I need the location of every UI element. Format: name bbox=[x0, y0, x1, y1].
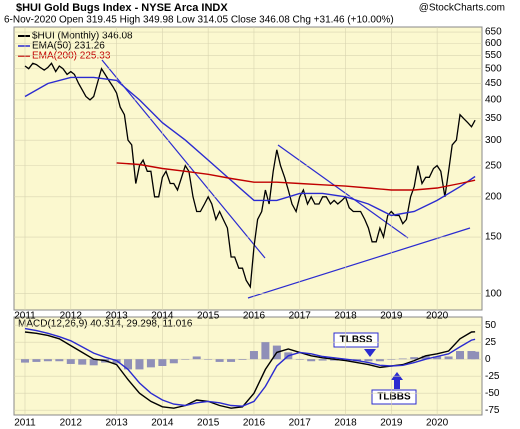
x-tick-label: 2018 bbox=[334, 418, 357, 429]
x-tick-label: 2020 bbox=[426, 311, 449, 322]
histogram-bar bbox=[227, 359, 236, 362]
y-tick-label: 150 bbox=[485, 232, 502, 243]
histogram-bar bbox=[204, 359, 213, 360]
x-tick-label: 2011 bbox=[14, 418, 36, 429]
arrow bbox=[364, 349, 376, 357]
y-tick-label: 50 bbox=[485, 320, 497, 331]
y-tick-label: 400 bbox=[485, 95, 502, 106]
histogram-bar bbox=[89, 359, 98, 366]
legend-entry: EMA(200) 225.33 bbox=[32, 51, 111, 62]
annotation: TLBSS bbox=[340, 335, 373, 346]
trend-line bbox=[101, 59, 266, 259]
histogram-bar bbox=[398, 358, 407, 360]
histogram-bar bbox=[471, 351, 480, 360]
histogram-bar bbox=[158, 359, 167, 366]
histogram-bar bbox=[169, 359, 178, 364]
macd-legend: MACD(12,26,9) 40.314, 29.298, 11.016 bbox=[18, 319, 193, 330]
watermark: @StockCharts.com bbox=[419, 3, 505, 14]
y-tick-label: 650 bbox=[485, 27, 502, 38]
histogram-bar bbox=[238, 359, 247, 360]
y-tick-label: 450 bbox=[485, 78, 502, 89]
histogram-bar bbox=[32, 359, 41, 362]
histogram-bar bbox=[146, 359, 155, 368]
y-tick-label: 0 bbox=[485, 354, 491, 365]
histogram-bar bbox=[261, 342, 270, 360]
annotation-box bbox=[333, 332, 379, 348]
histogram-bar bbox=[135, 359, 144, 370]
x-tick-label: 2018 bbox=[334, 311, 357, 322]
histogram-bar bbox=[215, 359, 224, 362]
x-tick-label: 2013 bbox=[105, 418, 128, 429]
price-panel bbox=[13, 26, 483, 311]
x-tick-label: 2019 bbox=[380, 311, 403, 322]
series-line bbox=[24, 62, 476, 289]
histogram-bar bbox=[410, 357, 419, 360]
x-tick-label: 2013 bbox=[105, 311, 128, 322]
histogram-bar bbox=[318, 359, 327, 361]
series-line bbox=[24, 76, 476, 217]
x-tick-label: 2014 bbox=[151, 311, 174, 322]
header-quote: 6-Nov-2020 Open 319.45 High 349.98 Low 3… bbox=[4, 15, 394, 26]
histogram-bar bbox=[375, 359, 384, 362]
x-tick-label: 2016 bbox=[243, 418, 266, 429]
histogram-bar bbox=[78, 359, 87, 365]
y-tick-label: 200 bbox=[485, 191, 502, 202]
histogram-bar bbox=[421, 355, 430, 360]
y-tick-label: 350 bbox=[485, 113, 502, 124]
histogram-bar bbox=[249, 351, 258, 360]
histogram-bar bbox=[192, 356, 201, 360]
histogram-bar bbox=[387, 359, 396, 360]
legend-entry: EMA(50) 231.26 bbox=[32, 41, 105, 52]
histogram-bar bbox=[364, 359, 373, 362]
trend-line bbox=[247, 227, 471, 299]
histogram-bar bbox=[55, 359, 64, 362]
histogram-bar bbox=[181, 359, 190, 360]
histogram-bar bbox=[295, 359, 304, 360]
arrow bbox=[394, 380, 400, 389]
y-tick-label: 600 bbox=[485, 38, 502, 49]
x-tick-label: 2011 bbox=[14, 311, 36, 322]
chart-title: $HUI Gold Bugs Index - NYSE Arca INDX bbox=[16, 2, 228, 14]
y-tick-label: 300 bbox=[485, 135, 502, 146]
x-tick-label: 2014 bbox=[151, 418, 174, 429]
y-tick-label: 25 bbox=[485, 337, 497, 348]
histogram-bar bbox=[433, 356, 442, 360]
histogram-bar bbox=[20, 359, 29, 363]
x-tick-label: 2012 bbox=[60, 418, 83, 429]
x-tick-label: 2015 bbox=[197, 311, 220, 322]
x-tick-label: 2016 bbox=[243, 311, 266, 322]
annotation: TLBBS bbox=[377, 392, 411, 403]
series-line bbox=[24, 327, 476, 407]
histogram-bar bbox=[444, 356, 453, 360]
histogram-bar bbox=[66, 359, 75, 364]
y-tick-label: -75 bbox=[485, 405, 500, 416]
y-tick-label: -50 bbox=[485, 388, 500, 399]
x-tick-label: 2019 bbox=[380, 418, 403, 429]
series-line bbox=[116, 162, 476, 191]
legend-entry: $HUI (Monthly) 346.08 bbox=[32, 31, 133, 42]
x-tick-label: 2015 bbox=[197, 418, 220, 429]
histogram-bar bbox=[456, 351, 465, 360]
y-tick-label: 250 bbox=[485, 160, 502, 171]
y-tick-label: -25 bbox=[485, 371, 500, 382]
y-tick-label: 100 bbox=[485, 288, 502, 299]
x-tick-label: 2020 bbox=[426, 418, 449, 429]
histogram-bar bbox=[307, 359, 316, 362]
y-tick-label: 550 bbox=[485, 50, 502, 61]
x-tick-label: 2017 bbox=[289, 418, 312, 429]
series-line bbox=[24, 331, 476, 409]
histogram-bar bbox=[43, 359, 52, 362]
histogram-bar bbox=[124, 359, 133, 370]
x-tick-label: 2017 bbox=[289, 311, 312, 322]
x-tick-label: 2012 bbox=[60, 311, 83, 322]
y-tick-label: 500 bbox=[485, 63, 502, 74]
